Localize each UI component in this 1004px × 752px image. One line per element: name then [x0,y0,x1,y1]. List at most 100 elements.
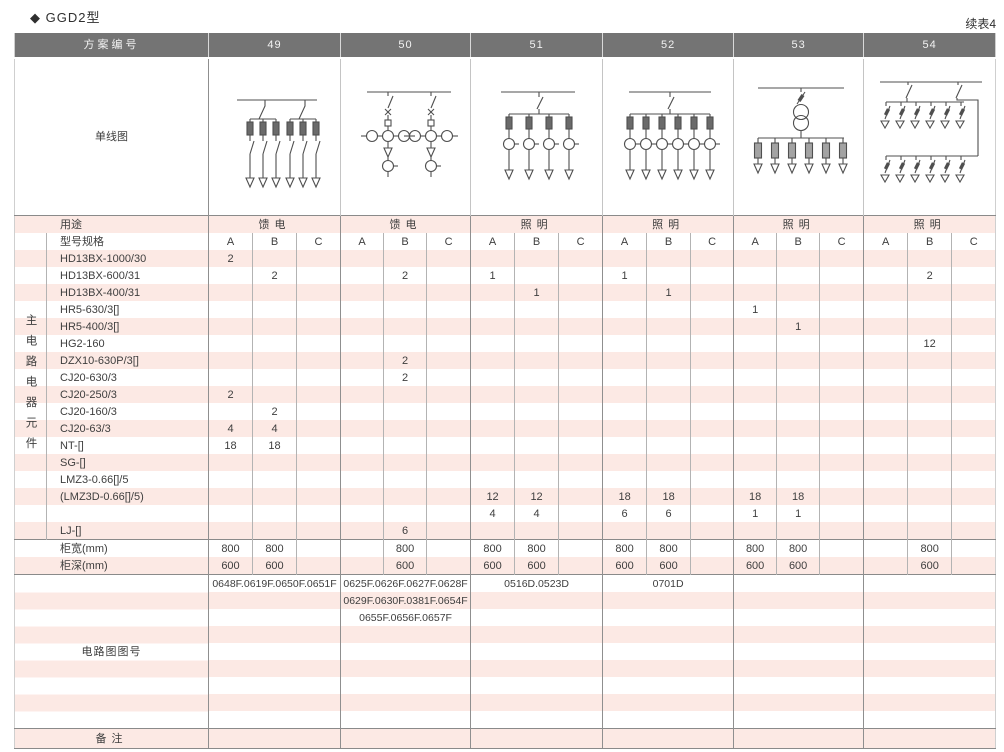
subcol-header: C [819,233,865,250]
value-cell [733,369,778,386]
value-cell [383,301,428,318]
table-row: LMZ3-0.66[]/5 [15,471,996,488]
row-label [46,505,209,522]
value-cell: 600 [907,557,953,575]
table-row: HD13BX-600/31 2 2 1 1 2 [15,267,996,284]
value-cell [863,420,909,437]
value-cell: 600 [383,557,428,575]
value-cell [426,488,472,505]
value-cell [951,522,996,540]
value-cell [340,352,385,369]
value-cell: 2 [252,267,297,284]
value-cell [383,386,428,403]
value-cell [690,267,735,284]
value-cell [296,488,342,505]
value-cell [340,318,385,335]
value-cell [340,369,385,386]
value-cell [426,420,472,437]
table-row: CJ20-160/3 2 [15,403,996,420]
value-cell [951,301,996,318]
value-cell [776,437,821,454]
circuit-no-label: 电路图图号 [14,574,209,729]
table-row [15,711,996,729]
value-cell [733,403,778,420]
value-cell [208,352,253,369]
value-cell [296,557,342,575]
value-cell [819,403,865,420]
value-cell [690,301,735,318]
diagram-cell-49 [208,57,342,216]
value-cell [558,471,604,488]
value-cell [776,352,821,369]
value-cell [863,369,909,386]
table-row: 0655F.0656F.0657F [15,609,996,626]
subcol-header: C [951,233,996,250]
value-cell [733,454,778,471]
value-cell [646,352,692,369]
circuit-no-cell [602,694,735,711]
usage-row-label: 用途 [14,215,209,233]
value-cell [863,352,909,369]
value-cell [602,301,648,318]
row-label: HD13BX-600/31 [46,267,209,284]
value-cell [426,284,472,301]
value-cell [340,437,385,454]
value-cell [558,454,604,471]
circuit-no-cell [863,643,996,660]
table-row [15,677,996,694]
value-cell [383,437,428,454]
usage-cell: 照明 [470,215,604,233]
diagram-cell-51 [470,57,604,216]
value-cell [296,437,342,454]
value-cell: 4 [208,420,253,437]
value-cell [776,420,821,437]
subcol-header: A [602,233,648,250]
value-cell [863,454,909,471]
subcol-header: B [776,233,821,250]
value-cell [646,369,692,386]
value-cell [426,539,472,557]
value-cell [690,471,735,488]
value-cell [646,250,692,267]
value-cell [514,454,560,471]
value-cell [426,369,472,386]
value-cell: 800 [208,539,253,557]
value-cell [470,284,516,301]
table-row [15,626,996,643]
value-cell: 600 [470,557,516,575]
subcol-header: B [907,233,953,250]
circuit-no-cell [602,609,735,626]
value-cell: 800 [470,539,516,557]
value-cell [907,522,953,540]
value-cell [776,454,821,471]
value-cell [514,335,560,352]
value-cell [690,318,735,335]
spec-rows: 用途 馈电 馈电 照明 照明 照明 照明 主电路电器元件 型号规格 A B C A B C A B C A B C A B C… [14,215,996,749]
circuit-no-cell: 0629F.0630F.0381F.0654F [340,592,472,609]
value-cell [296,454,342,471]
value-cell [296,403,342,420]
row-label: NT-[] [46,437,209,454]
circuit-no-cell [863,677,996,694]
value-cell: 1 [733,505,778,522]
value-cell [383,471,428,488]
value-cell: 2 [208,386,253,403]
value-cell [819,352,865,369]
table-row: SG-[] [15,454,996,471]
scheme-header-49: 49 [208,33,342,59]
value-cell [514,437,560,454]
value-cell [383,454,428,471]
value-cell [340,488,385,505]
value-cell [558,505,604,522]
value-cell: 4 [514,505,560,522]
value-cell: 18 [252,437,297,454]
value-cell [646,403,692,420]
circuit-no-cell [470,592,604,609]
value-cell [819,386,865,403]
value-cell [383,403,428,420]
value-cell [907,386,953,403]
value-cell: 1 [776,505,821,522]
value-cell [252,250,297,267]
value-cell [776,335,821,352]
value-cell: 1 [602,267,648,284]
